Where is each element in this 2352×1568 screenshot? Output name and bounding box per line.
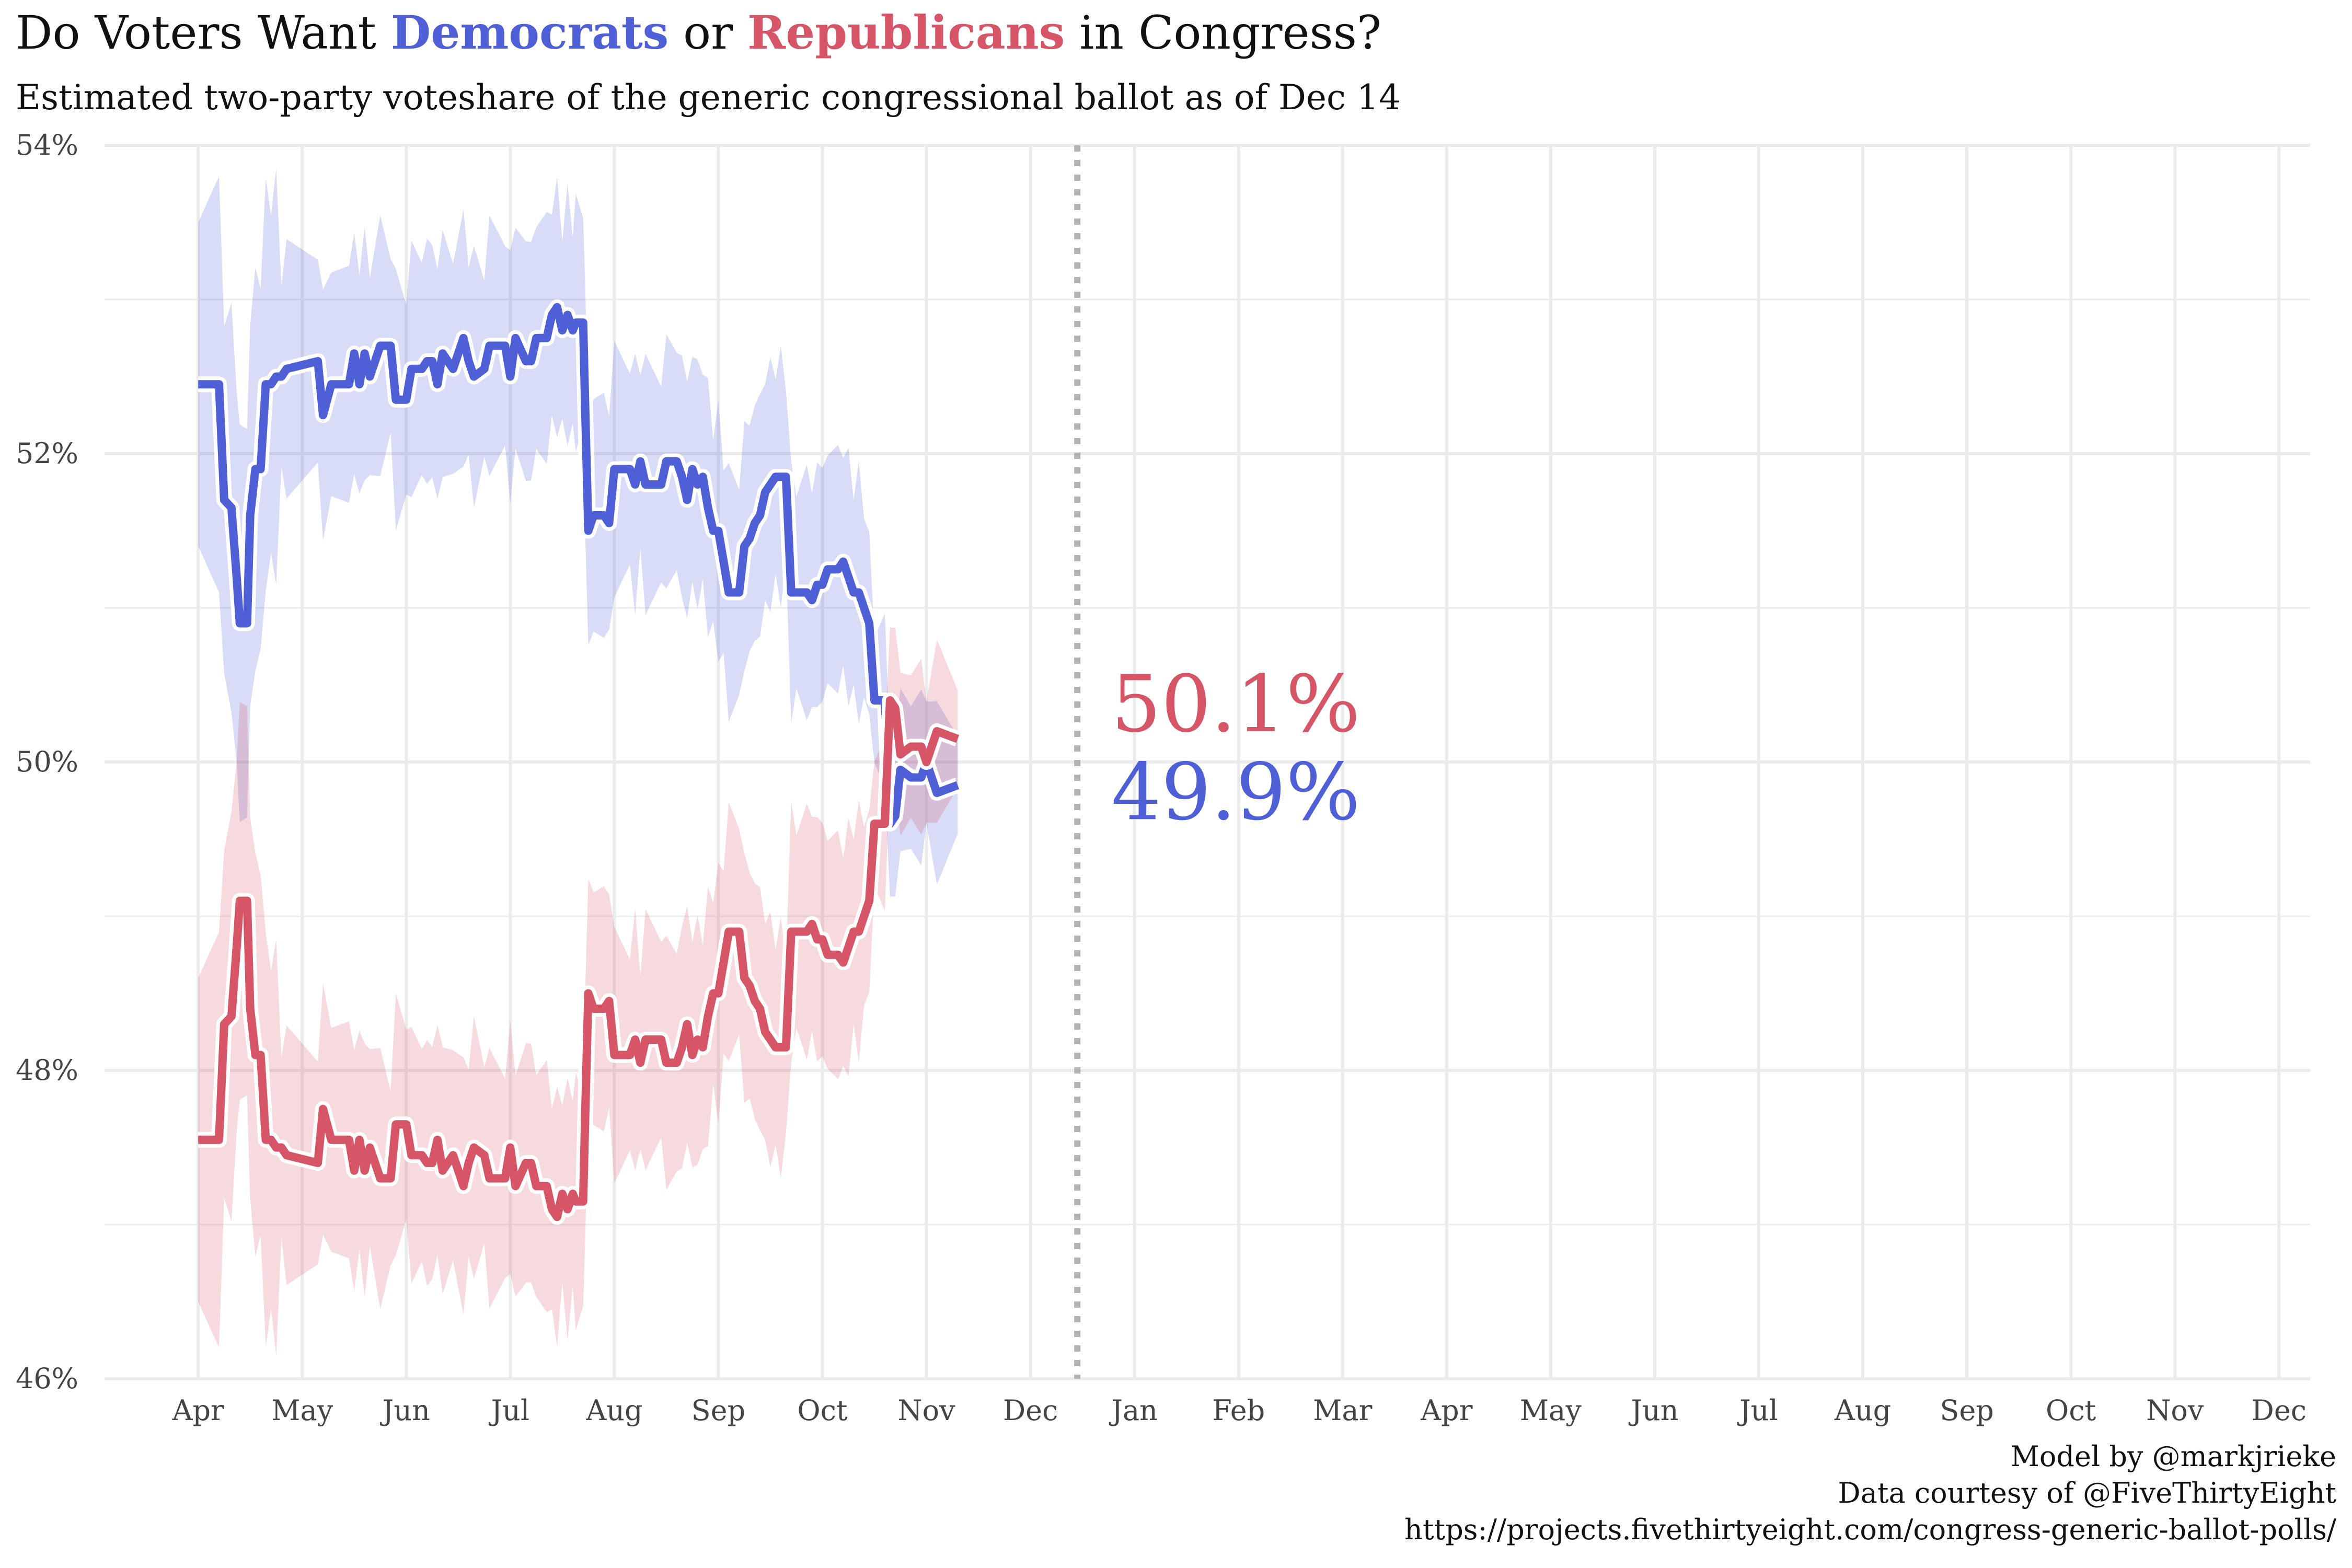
title-middle: or <box>668 6 748 60</box>
x-tick-label: Feb <box>1212 1394 1265 1427</box>
y-tick-label: 52% <box>16 437 78 470</box>
x-tick-label: Nov <box>897 1394 955 1427</box>
x-tick-label: Mar <box>1313 1394 1372 1427</box>
chart-subtitle: Estimated two-party voteshare of the gen… <box>16 77 1401 118</box>
title-republicans: Republicans <box>747 5 1065 60</box>
x-tick-label: May <box>1520 1394 1582 1427</box>
x-tick-label: Aug <box>585 1394 642 1427</box>
series-lines <box>198 299 961 1225</box>
title-prefix: Do Voters Want <box>16 6 391 60</box>
rep-line <box>198 696 960 1221</box>
x-tick-label: Dec <box>1003 1394 1058 1427</box>
dem-band <box>198 168 958 897</box>
rep-end-label: 50.1% <box>1111 659 1361 750</box>
y-tick-label: 48% <box>16 1054 78 1087</box>
x-tick-label: Jul <box>488 1394 529 1427</box>
chart-title: Do Voters Want Democrats or Republicans … <box>16 5 1381 60</box>
y-tick-label: 46% <box>16 1362 78 1395</box>
title-democrats: Democrats <box>390 5 669 60</box>
grid <box>105 144 2310 1380</box>
x-tick-label: Apr <box>171 1394 224 1427</box>
x-tick-label: Oct <box>797 1394 848 1427</box>
rep-band <box>198 627 958 1356</box>
x-tick-label: Sep <box>1940 1394 1994 1427</box>
x-tick-label: Jan <box>1109 1394 1158 1427</box>
x-tick-label: Oct <box>2046 1394 2096 1427</box>
title-suffix: in Congress? <box>1065 6 1382 60</box>
axis-ticks: Apr May Jun Jul Aug Sep Oct Nov Dec Jan Feb Mar Apr M… <box>16 129 2307 1427</box>
x-tick-label: May <box>271 1394 333 1427</box>
x-tick-label: Jun <box>1628 1394 1678 1427</box>
dem-line <box>198 303 960 828</box>
y-tick-label: 50% <box>16 745 78 778</box>
caption-model: Model by @markjrieke <box>2010 1440 2336 1473</box>
x-tick-label: Aug <box>1834 1394 1891 1427</box>
x-tick-label: Jun <box>380 1394 430 1427</box>
x-tick-label: Sep <box>691 1394 746 1427</box>
caption-url[interactable]: https://projects.fivethirtyeight.com/con… <box>1404 1513 2336 1546</box>
caption-data: Data courtesy of @FiveThirtyEight <box>1838 1477 2336 1509</box>
x-tick-label: Dec <box>2252 1394 2307 1427</box>
dem-end-label: 49.9% <box>1111 747 1361 838</box>
x-tick-label: Jul <box>1737 1394 1778 1427</box>
x-tick-label: Nov <box>2146 1394 2204 1427</box>
end-labels: 49.9%50.1% <box>1111 659 1361 838</box>
y-tick-label: 54% <box>16 129 78 162</box>
x-tick-label: Apr <box>1420 1394 1473 1427</box>
